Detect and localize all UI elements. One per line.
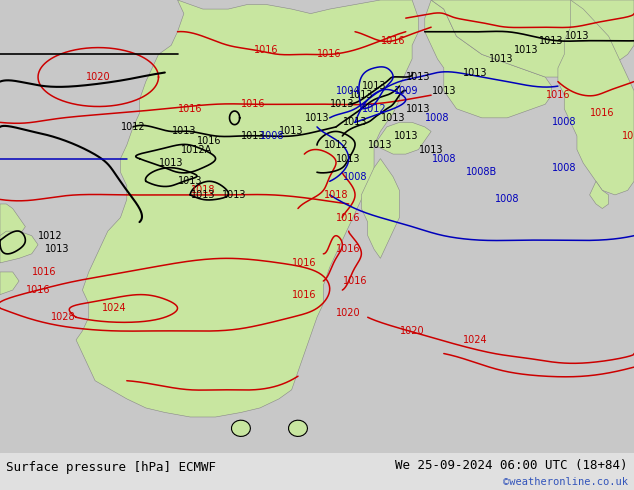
Text: Surface pressure [hPa] ECMWF: Surface pressure [hPa] ECMWF: [6, 461, 216, 474]
Text: 1012: 1012: [362, 104, 386, 114]
Text: 1008: 1008: [495, 195, 519, 204]
Text: 1013: 1013: [305, 113, 329, 123]
Text: 1016: 1016: [590, 108, 614, 118]
Text: 1016: 1016: [242, 99, 266, 109]
Text: 1016: 1016: [337, 245, 361, 254]
Text: 1013: 1013: [349, 90, 373, 100]
Text: 1016: 1016: [622, 131, 634, 141]
Text: 1008: 1008: [261, 131, 285, 141]
Polygon shape: [558, 0, 634, 195]
Text: ©weatheronline.co.uk: ©weatheronline.co.uk: [503, 477, 628, 487]
Text: 1018: 1018: [324, 190, 348, 200]
Text: 1013: 1013: [159, 158, 183, 168]
Text: 1008: 1008: [343, 172, 367, 182]
Text: 1013: 1013: [432, 86, 456, 96]
Text: 1013: 1013: [514, 45, 538, 55]
Polygon shape: [431, 0, 634, 77]
Text: We 25-09-2024 06:00 UTC (18+84): We 25-09-2024 06:00 UTC (18+84): [395, 459, 628, 471]
Text: 1008: 1008: [552, 163, 576, 172]
Text: 1024: 1024: [102, 303, 126, 313]
Text: 1016: 1016: [546, 90, 570, 100]
Text: 1016: 1016: [318, 49, 342, 59]
Text: 1013: 1013: [172, 126, 196, 136]
Text: 1020: 1020: [400, 326, 424, 336]
Text: 1013: 1013: [280, 126, 304, 136]
Polygon shape: [0, 231, 38, 263]
Text: 1013: 1013: [463, 68, 488, 77]
Text: 1013: 1013: [565, 31, 589, 41]
Text: 1013: 1013: [394, 131, 418, 141]
Text: 1013: 1013: [45, 245, 69, 254]
Text: 1013: 1013: [343, 118, 367, 127]
Text: 1013: 1013: [540, 36, 564, 46]
Text: 1013: 1013: [362, 81, 386, 91]
Text: 1008: 1008: [425, 113, 450, 123]
Text: 1020: 1020: [337, 308, 361, 318]
Polygon shape: [361, 159, 399, 258]
Text: 1016: 1016: [343, 276, 367, 286]
Text: 1020: 1020: [86, 72, 110, 82]
Text: 1016: 1016: [197, 136, 221, 146]
Polygon shape: [231, 420, 250, 437]
Text: 1013: 1013: [223, 190, 247, 200]
Text: 1016: 1016: [292, 290, 316, 299]
Text: 1016: 1016: [292, 258, 316, 268]
Text: 1013: 1013: [191, 190, 215, 200]
Polygon shape: [590, 181, 609, 209]
Text: 1013: 1013: [419, 145, 443, 154]
Text: 1013: 1013: [242, 131, 266, 141]
Text: 1013: 1013: [406, 72, 430, 82]
Text: 1024: 1024: [463, 335, 488, 345]
Text: 1016: 1016: [337, 213, 361, 222]
Text: 1012: 1012: [39, 231, 63, 241]
Text: 1009: 1009: [394, 86, 418, 96]
Text: 1008: 1008: [432, 154, 456, 164]
Polygon shape: [288, 420, 307, 437]
Text: 1013: 1013: [381, 113, 405, 123]
Text: 1013: 1013: [406, 104, 430, 114]
Text: 1016: 1016: [26, 285, 50, 295]
Text: 1018: 1018: [191, 185, 215, 196]
Polygon shape: [0, 204, 25, 263]
Text: 1016: 1016: [254, 45, 278, 55]
Text: 1008B: 1008B: [466, 167, 498, 177]
Text: 1012: 1012: [121, 122, 145, 132]
Polygon shape: [374, 122, 431, 154]
Text: 1013: 1013: [337, 154, 361, 164]
Text: 1004: 1004: [337, 86, 361, 96]
Text: 1012A: 1012A: [181, 145, 212, 154]
Text: 1013: 1013: [178, 176, 202, 186]
Text: 1013: 1013: [489, 54, 513, 64]
Polygon shape: [425, 0, 552, 118]
Text: 1008: 1008: [552, 118, 576, 127]
Polygon shape: [76, 0, 418, 417]
Text: 1012: 1012: [324, 140, 348, 150]
Text: 1016: 1016: [32, 267, 56, 277]
Polygon shape: [0, 272, 19, 294]
Text: 1013: 1013: [368, 140, 392, 150]
Text: 1016: 1016: [178, 104, 202, 114]
Text: 1016: 1016: [381, 36, 405, 46]
Text: 1028: 1028: [51, 312, 75, 322]
Text: 1013: 1013: [330, 99, 354, 109]
